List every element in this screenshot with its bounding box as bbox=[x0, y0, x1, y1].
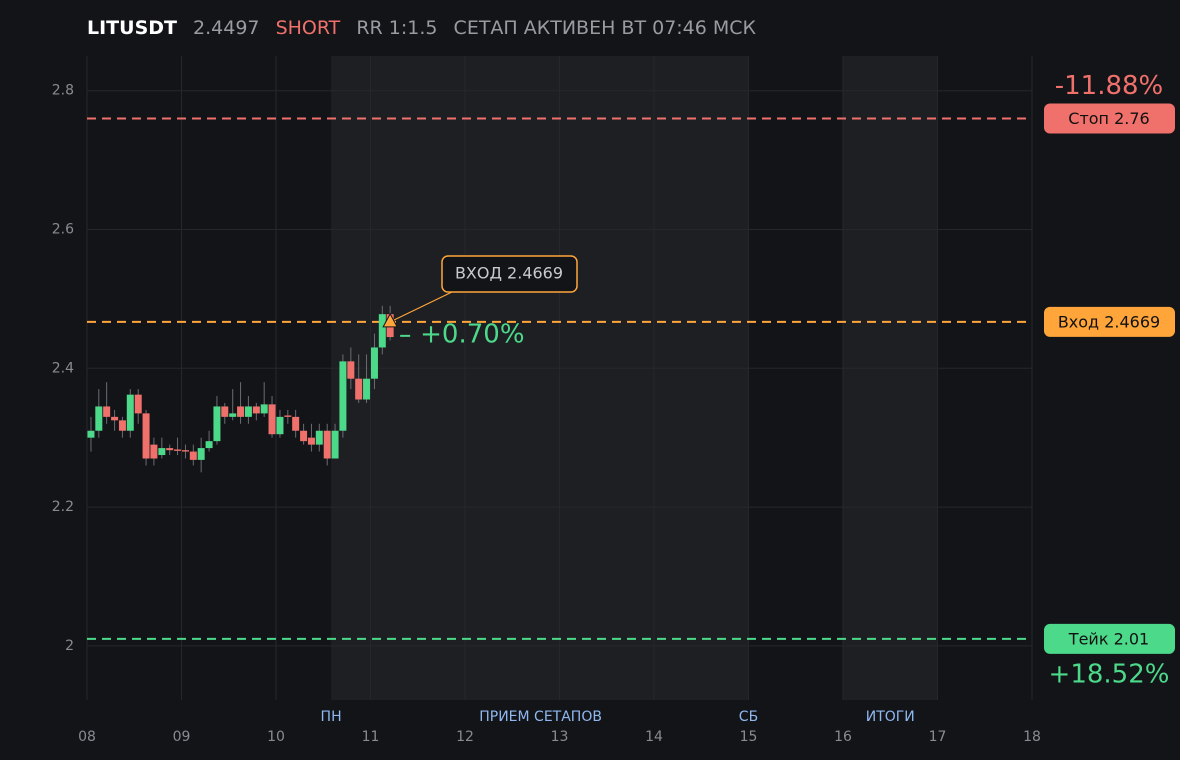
candle-body bbox=[284, 415, 292, 417]
candle-body bbox=[355, 378, 363, 400]
candle-body bbox=[181, 450, 189, 452]
callout-label: ВХОД 2.4669 bbox=[455, 264, 563, 283]
session-band bbox=[331, 56, 749, 700]
candle-body bbox=[111, 416, 119, 421]
candle-body bbox=[126, 394, 134, 431]
candle-body bbox=[370, 347, 378, 379]
candle-body bbox=[87, 430, 95, 438]
candle-body bbox=[174, 449, 182, 451]
candle-body bbox=[158, 448, 166, 456]
x-tick-label: 13 bbox=[551, 729, 569, 745]
y-tick-label: 2.2 bbox=[52, 499, 74, 515]
x-tick-label: 18 bbox=[1023, 729, 1041, 745]
candle-body bbox=[118, 420, 126, 431]
y-tick-label: 2.8 bbox=[52, 83, 74, 99]
last-price: 2.4497 bbox=[193, 17, 259, 39]
candle-body bbox=[292, 416, 300, 431]
symbol: LITUSDT bbox=[87, 17, 177, 39]
candle-body bbox=[229, 413, 237, 417]
candle-body bbox=[260, 404, 268, 414]
candle-body bbox=[197, 448, 205, 460]
candle-body bbox=[315, 430, 323, 445]
x-tick-label: 15 bbox=[740, 729, 758, 745]
candle-body bbox=[307, 437, 315, 445]
candle-body bbox=[378, 314, 386, 348]
candle-body bbox=[252, 406, 260, 414]
candle-body bbox=[221, 406, 229, 417]
candle-body bbox=[244, 406, 252, 417]
level-badge bbox=[1044, 623, 1175, 654]
candle-body bbox=[150, 444, 158, 459]
candle-body bbox=[189, 451, 197, 460]
candle-body bbox=[268, 404, 276, 435]
session-label: СБ bbox=[739, 709, 758, 725]
candle-body bbox=[237, 406, 245, 417]
x-tick-label: 16 bbox=[834, 729, 852, 745]
session-label: ИТОГИ bbox=[866, 709, 915, 725]
status: СЕТАП АКТИВЕН ВТ 07:46 МСК bbox=[454, 17, 757, 39]
candle-body bbox=[205, 441, 213, 449]
x-tick-label: 12 bbox=[456, 729, 474, 745]
y-tick-label: 2.6 bbox=[52, 221, 74, 237]
candle-body bbox=[323, 430, 331, 459]
level-label: Тейк 2.01 bbox=[1068, 629, 1149, 648]
entry-change: +0.70% bbox=[420, 319, 524, 349]
x-tick-label: 08 bbox=[78, 729, 96, 745]
callout-line bbox=[389, 291, 453, 323]
x-tick-label: 14 bbox=[645, 729, 663, 745]
level-badge bbox=[1044, 103, 1175, 134]
level-label: Стоп 2.76 bbox=[1068, 109, 1149, 128]
x-tick-label: 09 bbox=[173, 729, 191, 745]
candle-body bbox=[300, 430, 308, 442]
header: LITUSDT 2.4497 SHORT RR 1:1.5 СЕТАП АКТИ… bbox=[87, 17, 757, 39]
y-tick-label: 2 bbox=[65, 638, 74, 654]
x-tick-label: 11 bbox=[362, 729, 380, 745]
candle-body bbox=[213, 406, 221, 442]
y-tick-label: 2.4 bbox=[52, 360, 74, 376]
x-tick-label: 17 bbox=[929, 729, 947, 745]
session-label: ПРИЕМ СЕТАПОВ bbox=[479, 709, 602, 725]
candle-body bbox=[331, 430, 339, 459]
rr: RR 1:1.5 bbox=[356, 17, 437, 39]
candle-body bbox=[134, 394, 142, 414]
level-pct: +18.52% bbox=[1049, 659, 1170, 689]
candle-body bbox=[276, 416, 284, 435]
side: SHORT bbox=[276, 17, 341, 39]
candle-body bbox=[347, 361, 355, 379]
session-label: ПН bbox=[321, 709, 342, 725]
candle-body bbox=[339, 361, 347, 431]
level-label: Вход 2.4669 bbox=[1058, 312, 1160, 331]
callout-box bbox=[441, 255, 578, 293]
level-badge bbox=[1044, 306, 1175, 337]
session-band bbox=[843, 56, 938, 700]
candle-body bbox=[95, 406, 103, 431]
candle-body bbox=[166, 448, 174, 451]
candle-body bbox=[142, 413, 150, 459]
candle-body bbox=[103, 406, 111, 417]
candle-body bbox=[363, 378, 371, 400]
level-pct: -11.88% bbox=[1055, 71, 1164, 101]
entry-marker bbox=[382, 312, 398, 328]
x-tick-label: 10 bbox=[267, 729, 285, 745]
